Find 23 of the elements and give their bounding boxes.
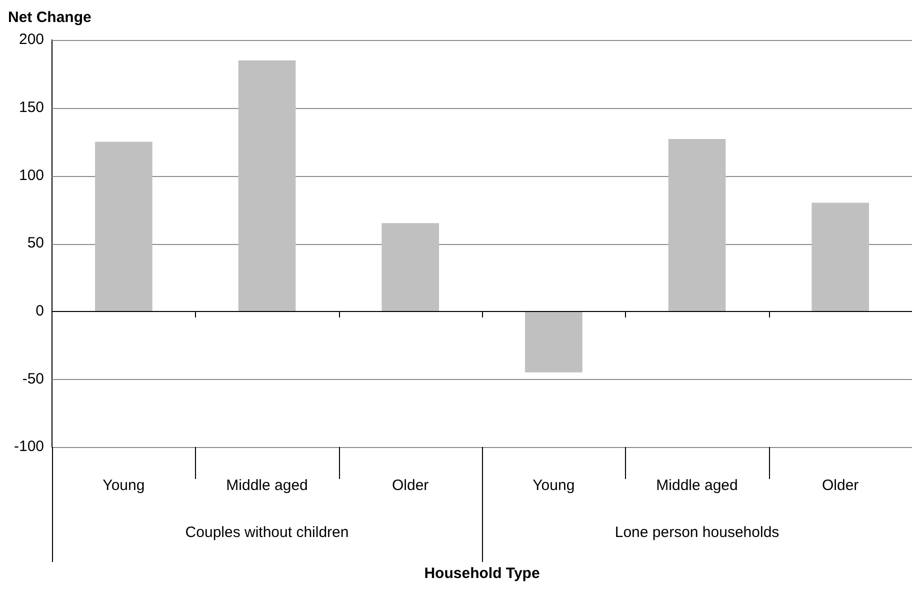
x-tick-label: Young (102, 477, 145, 494)
x-axis-title: Household Type (424, 565, 540, 582)
y-tick-label: 200 (18, 31, 44, 48)
bar (668, 139, 726, 312)
bar (382, 223, 440, 312)
y-tick-label: -50 (22, 370, 44, 388)
x-tick-label: Older (822, 477, 859, 494)
x-tick-label: Middle aged (656, 477, 738, 494)
bar (812, 202, 869, 312)
x-tick-label: Middle aged (226, 477, 308, 494)
y-tick-label: 0 (36, 302, 44, 320)
y-axis-title: Net Change (8, 9, 92, 26)
y-tick-label: 100 (18, 166, 44, 184)
x-tick-label: Young (532, 477, 575, 494)
y-tick-label: 150 (18, 98, 44, 116)
bar (238, 60, 296, 312)
text: Lone person households (614, 524, 780, 542)
y-tick-label: -100 (14, 438, 44, 456)
text: Couples without children (185, 524, 349, 542)
x-tick-label: Older (392, 477, 429, 494)
bar (525, 311, 582, 372)
y-tick-label: 50 (27, 234, 44, 252)
bar (95, 142, 152, 312)
